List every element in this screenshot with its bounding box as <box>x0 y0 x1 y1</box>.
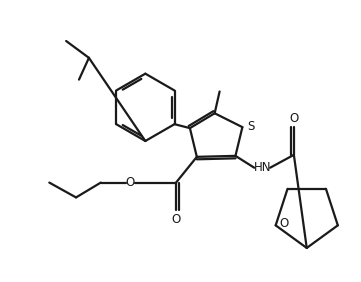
Text: O: O <box>171 213 180 226</box>
Text: HN: HN <box>253 161 271 174</box>
Text: S: S <box>248 120 255 133</box>
Text: O: O <box>126 176 135 189</box>
Text: O: O <box>289 112 299 125</box>
Text: O: O <box>279 217 288 230</box>
